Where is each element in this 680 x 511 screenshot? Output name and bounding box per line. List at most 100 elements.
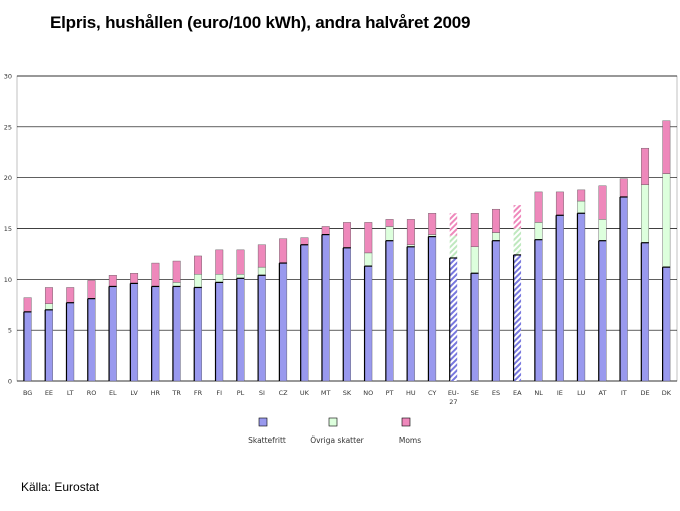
x-tick-label: LT — [67, 389, 74, 397]
x-tick-label: HR — [151, 389, 161, 397]
y-tick-label: 20 — [4, 174, 12, 182]
bars — [23, 120, 671, 382]
x-tick-label: UK — [300, 389, 310, 397]
x-tick-label: BG — [23, 389, 32, 397]
bar-segment-ovriga-skatter — [236, 274, 245, 279]
x-tick-label: PT — [386, 389, 394, 397]
x-tick-label: EU-27 — [448, 389, 460, 406]
bar-segment-skattefritt — [108, 286, 117, 382]
bar-segment-skattefritt — [23, 311, 32, 382]
bar-segment-moms — [598, 185, 607, 220]
x-tick-label: ES — [492, 389, 500, 397]
bar-segment-skattefritt — [44, 309, 53, 382]
x-tick-label: EL — [109, 389, 117, 397]
bar-segment-moms — [449, 213, 458, 236]
x-tick-label: HU — [406, 389, 416, 397]
bar-segment-moms — [662, 120, 671, 174]
x-tick-label: IT — [621, 389, 627, 397]
bar-segment-ovriga-skatter — [44, 303, 53, 311]
bar-segment-moms — [108, 275, 117, 287]
bar-segment-skattefritt — [87, 298, 96, 382]
bar-segment-moms — [66, 287, 75, 303]
bar-segment-moms — [23, 297, 32, 313]
bar-segment-skattefritt — [236, 278, 245, 382]
bar-segment-skattefritt — [406, 246, 415, 382]
bar-segment-skattefritt — [385, 240, 394, 382]
x-axis-labels: BG EE LT RO EL LV HR TR FR FI PL SI CZ UK MT SK NO PT HU CY… — [23, 389, 672, 406]
x-tick-label: CZ — [279, 389, 289, 397]
legend-label-skattefritt: Skattefritt — [248, 436, 286, 445]
y-tick-label: 25 — [4, 123, 12, 131]
legend-swatch-ovriga-skatter — [328, 417, 338, 427]
bar-segment-moms — [257, 244, 266, 268]
bar-segment-moms — [406, 219, 415, 245]
x-tick-label: SI — [259, 389, 265, 397]
legend-label-moms: Moms — [399, 436, 421, 445]
bar-segment-ovriga-skatter — [194, 274, 202, 288]
legend: Skattefritt Övriga skatter Moms — [248, 417, 421, 445]
bar-segment-ovriga-skatter — [364, 252, 373, 267]
bar-segment-moms — [44, 287, 53, 304]
bar-segment-moms — [279, 238, 288, 264]
bar-segment-moms — [641, 147, 650, 185]
bar-segment-ovriga-skatter — [534, 222, 543, 240]
bar-segment-ovriga-skatter — [172, 282, 181, 287]
bar-segment-moms — [385, 219, 394, 227]
y-tick-label: 10 — [4, 276, 12, 284]
bar-segment-skattefritt — [151, 286, 160, 382]
bar-segment-skattefritt — [428, 236, 437, 382]
bar-segment-skattefritt — [321, 234, 330, 382]
bar-segment-moms — [555, 191, 564, 216]
bar-segment-moms — [300, 237, 309, 245]
bar-segment-ovriga-skatter — [641, 184, 650, 243]
legend-label-ovriga-skatter: Övriga skatter — [310, 436, 364, 445]
bar-segment-skattefritt — [194, 287, 202, 382]
bar-segment-ovriga-skatter — [492, 232, 500, 241]
bar-segment-moms — [236, 249, 245, 275]
x-tick-label: FR — [194, 389, 203, 397]
bar-segment-skattefritt — [130, 283, 139, 382]
bar-segment-moms — [321, 226, 330, 235]
x-tick-label: SK — [343, 389, 352, 397]
y-tick-label: 0 — [8, 378, 12, 386]
bar-segment-moms — [172, 260, 181, 283]
bar-segment-ovriga-skatter — [598, 219, 607, 241]
x-tick-label: TR — [171, 389, 181, 397]
bar-segment-moms — [470, 213, 479, 247]
x-tick-label: FI — [216, 389, 222, 397]
x-tick-label: NO — [363, 389, 373, 397]
legend-swatch-skattefritt — [258, 417, 268, 427]
bar-segment-skattefritt — [641, 242, 650, 382]
y-tick-label: 15 — [4, 225, 12, 233]
bar-segment-skattefritt — [492, 240, 500, 382]
bar-segment-ovriga-skatter — [470, 246, 479, 274]
bar-segment-moms — [215, 249, 224, 275]
bar-segment-moms — [364, 222, 373, 254]
bar-segment-ovriga-skatter — [513, 228, 522, 255]
bar-segment-moms — [87, 280, 96, 299]
bar-segment-skattefritt — [364, 265, 373, 382]
bar-segment-skattefritt — [619, 196, 628, 382]
bar-segment-skattefritt — [172, 286, 181, 382]
bar-segment-skattefritt — [470, 273, 479, 382]
bar-segment-ovriga-skatter — [215, 274, 224, 283]
bar-segment-skattefritt — [449, 257, 458, 381]
bar-segment-moms — [428, 213, 437, 235]
source-note: Källa: Eurostat — [21, 480, 100, 494]
bar-segment-skattefritt — [577, 213, 586, 382]
x-tick-label: IE — [557, 389, 563, 397]
bar-segment-moms — [619, 178, 628, 198]
x-tick-label: CY — [428, 389, 436, 397]
bar-segment-moms — [577, 189, 586, 202]
bar-segment-skattefritt — [279, 262, 288, 382]
x-tick-label: RO — [87, 389, 97, 397]
x-tick-label: LU — [577, 389, 585, 397]
bar-segment-skattefritt — [662, 266, 671, 382]
legend-swatch-moms — [401, 417, 411, 427]
y-axis-labels: 0 5 10 15 20 25 30 — [4, 73, 12, 386]
bar-segment-moms — [151, 262, 160, 287]
bar-segment-moms — [343, 222, 351, 249]
chart-title: Elpris, hushållen (euro/100 kWh), andra … — [50, 13, 471, 32]
stacked-bar-chart: BG EE LT RO EL LV HR TR FR FI PL SI CZ UK MT SK NO PT HU CY… — [4, 73, 678, 445]
x-tick-label: EA — [513, 389, 522, 397]
